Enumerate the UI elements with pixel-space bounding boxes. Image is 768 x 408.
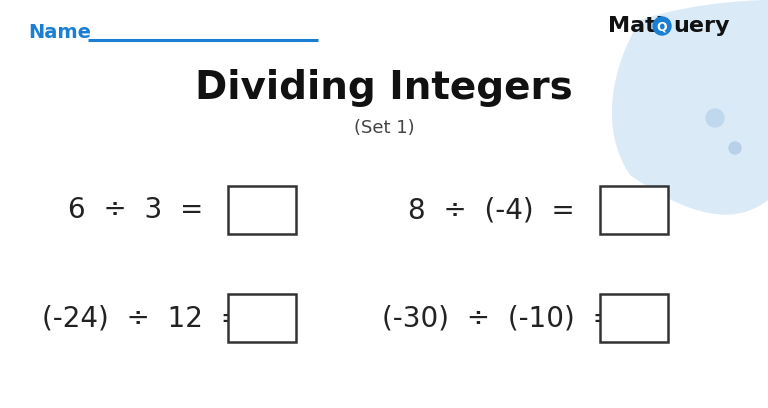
Text: (-24)  ÷  12  =: (-24) ÷ 12 = bbox=[42, 304, 244, 332]
FancyBboxPatch shape bbox=[228, 186, 296, 234]
Text: 8  ÷  (-4)  =: 8 ÷ (-4) = bbox=[408, 196, 574, 224]
FancyBboxPatch shape bbox=[600, 294, 668, 342]
Text: Name: Name bbox=[28, 22, 91, 42]
Text: uery: uery bbox=[673, 16, 730, 36]
Text: (Set 1): (Set 1) bbox=[354, 119, 414, 137]
Circle shape bbox=[653, 17, 671, 35]
Text: Math: Math bbox=[608, 16, 680, 36]
FancyBboxPatch shape bbox=[600, 186, 668, 234]
Text: Dividing Integers: Dividing Integers bbox=[195, 69, 573, 107]
Circle shape bbox=[729, 142, 741, 154]
FancyBboxPatch shape bbox=[228, 294, 296, 342]
Text: (-30)  ÷  (-10)  =: (-30) ÷ (-10) = bbox=[382, 304, 616, 332]
Circle shape bbox=[706, 109, 724, 127]
Text: 6  ÷  3  =: 6 ÷ 3 = bbox=[68, 196, 204, 224]
PathPatch shape bbox=[612, 0, 768, 215]
Text: Q: Q bbox=[657, 20, 667, 33]
